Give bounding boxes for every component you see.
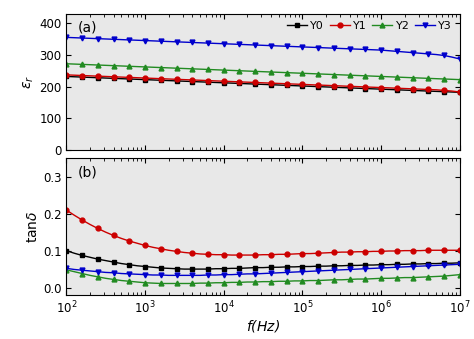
Line: Y1: Y1 bbox=[64, 207, 462, 258]
Y1 bbox=[457, 248, 463, 252]
Y3 bbox=[347, 47, 353, 51]
Y0 bbox=[182, 79, 187, 83]
Y2 bbox=[190, 67, 195, 71]
Legend: Y0, Y1, Y2, Y3: Y0, Y1, Y2, Y3 bbox=[285, 19, 454, 34]
Y3 bbox=[150, 39, 156, 43]
Y0 bbox=[190, 80, 195, 84]
Y-axis label: $\varepsilon_r$: $\varepsilon_r$ bbox=[22, 75, 36, 89]
Y1 bbox=[229, 253, 235, 257]
Y2 bbox=[347, 73, 353, 77]
Y1 bbox=[449, 248, 455, 252]
Y1 bbox=[457, 90, 463, 94]
Y3 bbox=[457, 57, 463, 61]
Y1 bbox=[150, 76, 156, 80]
Y1 bbox=[190, 78, 195, 82]
Y3 bbox=[331, 268, 337, 272]
Y1 bbox=[347, 84, 353, 88]
Y0 bbox=[331, 264, 337, 268]
Y2 bbox=[331, 278, 337, 282]
Y0 bbox=[457, 90, 463, 94]
Y0 bbox=[190, 267, 195, 271]
Line: Y2: Y2 bbox=[64, 61, 462, 82]
Y0 bbox=[449, 261, 455, 265]
Y3 bbox=[182, 40, 187, 44]
Y1 bbox=[182, 78, 187, 82]
Y0 bbox=[150, 265, 156, 269]
Y1 bbox=[182, 251, 187, 255]
Line: Y2: Y2 bbox=[64, 267, 462, 286]
Y2 bbox=[158, 281, 164, 285]
Y0 bbox=[64, 75, 69, 79]
Y1 bbox=[150, 245, 156, 250]
Y0 bbox=[323, 85, 329, 89]
Y3 bbox=[64, 266, 69, 271]
Y2 bbox=[197, 281, 203, 285]
Y3 bbox=[166, 273, 172, 277]
Y3 bbox=[449, 263, 455, 267]
Y2 bbox=[182, 66, 187, 71]
Y2 bbox=[449, 77, 455, 81]
Y0 bbox=[182, 267, 187, 271]
Y0 bbox=[347, 86, 353, 90]
Y1 bbox=[331, 251, 337, 255]
Y1 bbox=[64, 73, 69, 77]
Y0 bbox=[449, 90, 455, 94]
Y1 bbox=[355, 250, 360, 254]
Line: Y1: Y1 bbox=[64, 73, 462, 95]
Y2 bbox=[190, 281, 195, 285]
Y0 bbox=[197, 267, 203, 271]
Y2 bbox=[457, 273, 463, 277]
Y0 bbox=[64, 248, 69, 253]
Y-axis label: tan$\delta$: tan$\delta$ bbox=[26, 210, 40, 243]
Text: (b): (b) bbox=[78, 165, 98, 179]
Y0 bbox=[150, 78, 156, 82]
Y2 bbox=[64, 62, 69, 66]
Line: Y0: Y0 bbox=[64, 248, 462, 272]
Y0 bbox=[355, 263, 360, 267]
Y3 bbox=[64, 35, 69, 39]
Y3 bbox=[150, 273, 156, 277]
Y2 bbox=[457, 78, 463, 82]
Line: Y3: Y3 bbox=[64, 262, 462, 278]
Y3 bbox=[323, 46, 329, 50]
Y1 bbox=[323, 83, 329, 87]
Y2 bbox=[323, 72, 329, 76]
Y3 bbox=[457, 262, 463, 266]
Y3 bbox=[449, 55, 455, 59]
Y1 bbox=[449, 89, 455, 93]
Y2 bbox=[150, 281, 156, 285]
Y0 bbox=[457, 261, 463, 265]
Y2 bbox=[355, 277, 360, 281]
X-axis label: $f$(Hz): $f$(Hz) bbox=[246, 318, 280, 334]
Y2 bbox=[150, 65, 156, 69]
Y2 bbox=[449, 273, 455, 277]
Y1 bbox=[190, 251, 195, 255]
Y3 bbox=[197, 273, 203, 277]
Y1 bbox=[64, 208, 69, 212]
Y2 bbox=[64, 268, 69, 272]
Line: Y0: Y0 bbox=[64, 74, 462, 95]
Line: Y3: Y3 bbox=[64, 35, 462, 61]
Y3 bbox=[190, 40, 195, 44]
Text: (a): (a) bbox=[78, 20, 98, 34]
Y3 bbox=[355, 267, 360, 271]
Y3 bbox=[190, 273, 195, 277]
